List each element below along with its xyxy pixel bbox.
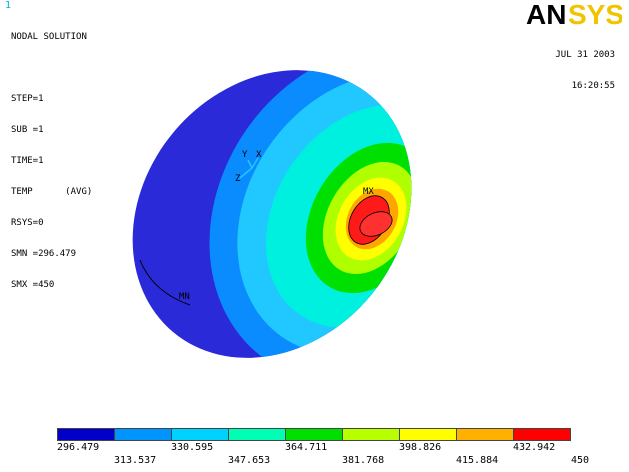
legend-value: 313.537 (114, 455, 157, 466)
datetime-block: JUL 31 2003 16:20:55 (555, 30, 615, 112)
triad-z-label: Z (235, 174, 241, 184)
legend-value: 330.595 (171, 442, 214, 453)
legend-seg-6 (343, 429, 400, 440)
info-line-smn: SMN =296.479 (11, 249, 77, 259)
info-line-step: STEP=1 (11, 94, 44, 104)
legend-value: 364.711 (285, 442, 328, 453)
info-line-time: TIME=1 (11, 156, 44, 166)
contour-model[interactable] (0, 0, 629, 420)
logo-sys: SYS (568, 0, 622, 28)
legend-seg-9 (514, 429, 570, 440)
legend-seg-8 (457, 429, 514, 440)
triad-axis-x (251, 157, 259, 169)
ansys-logo-graphic: AN SYS (526, 0, 624, 30)
time-text: 16:20:55 (571, 81, 615, 91)
triad-y-label: Y (242, 150, 248, 160)
info-line-smx: SMX =450 (11, 280, 55, 290)
triad-axis-z (239, 167, 253, 179)
legend-seg-5 (286, 429, 343, 440)
solution-info-block: NODAL SOLUTION STEP=1 SUB =1 TIME=1 TEMP… (11, 12, 92, 311)
max-marker-label: MX (363, 187, 374, 197)
hot-spot-cap (359, 211, 393, 237)
triad (239, 157, 259, 179)
legend-seg-7 (400, 429, 457, 440)
window-number: 1 (5, 0, 12, 11)
info-line-sub: SUB =1 (11, 125, 44, 135)
shell-outline (139, 259, 191, 306)
legend-seg-1 (58, 429, 115, 440)
triad-x-label: X (256, 150, 262, 160)
legend-value: 450 (571, 455, 590, 466)
solution-title: NODAL SOLUTION (11, 32, 87, 42)
legend-value: 432.942 (513, 442, 556, 453)
legend-seg-4 (229, 429, 286, 440)
info-line-temp: TEMP (AVG) (11, 187, 93, 197)
legend-seg-3 (172, 429, 229, 440)
logo-an: AN (526, 0, 566, 28)
date-text: JUL 31 2003 (555, 50, 615, 60)
legend-seg-2 (115, 429, 172, 440)
legend-value: 415.884 (456, 455, 499, 466)
triad-axis-y (247, 159, 253, 169)
info-line-rsys: RSYS=0 (11, 218, 44, 228)
min-marker-label: MN (179, 292, 190, 302)
legend-value: 296.479 (57, 442, 100, 453)
contour-bands (80, 40, 470, 400)
contour-legend-bar (57, 428, 571, 441)
ansys-logo: AN SYS (526, 0, 624, 32)
legend-value: 381.768 (342, 455, 385, 466)
legend-value: 347.653 (228, 455, 271, 466)
legend-value: 398.826 (399, 442, 442, 453)
